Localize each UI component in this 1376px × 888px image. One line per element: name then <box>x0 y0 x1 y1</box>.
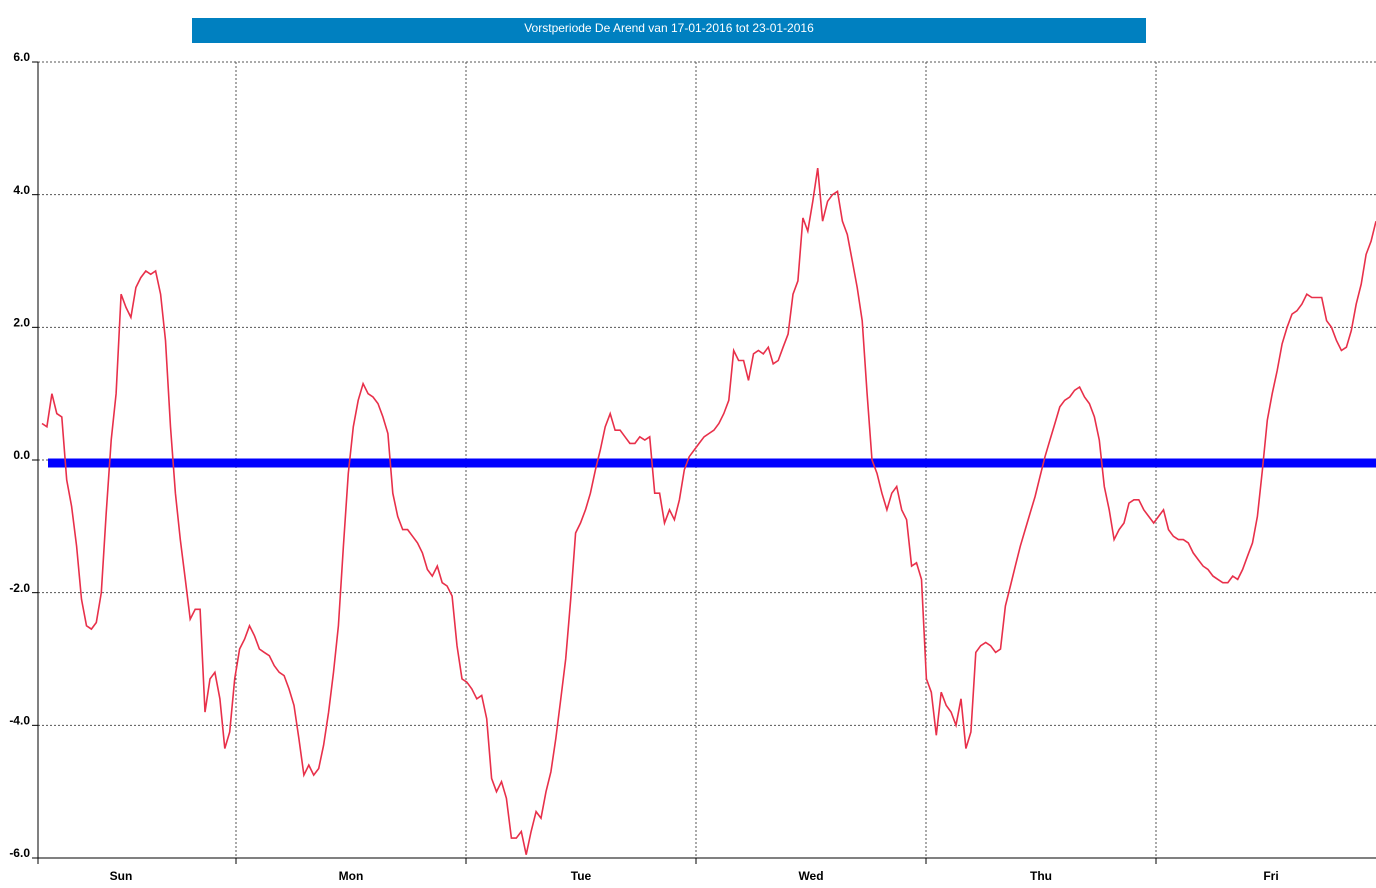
y-tick-label: 6.0 <box>13 50 30 64</box>
x-tick-label: Mon <box>339 869 364 883</box>
chart-title: Vorstperiode De Arend van 17-01-2016 tot… <box>524 21 814 35</box>
x-tick-label: Tue <box>571 869 592 883</box>
x-tick-label: Fri <box>1263 869 1278 883</box>
title-bar <box>192 18 1146 43</box>
series-line <box>41 167 1376 855</box>
x-tick-label: Sun <box>110 869 133 883</box>
y-tick-label: -6.0 <box>9 846 30 860</box>
y-tick-label: 2.0 <box>13 316 30 330</box>
y-tick-label: 4.0 <box>13 183 30 197</box>
x-tick-label: Wed <box>798 869 823 883</box>
y-tick-label: -4.0 <box>9 714 30 728</box>
y-tick-label: 0.0 <box>13 448 30 462</box>
x-tick-label: Thu <box>1030 869 1052 883</box>
y-tick-label: -2.0 <box>9 581 30 595</box>
